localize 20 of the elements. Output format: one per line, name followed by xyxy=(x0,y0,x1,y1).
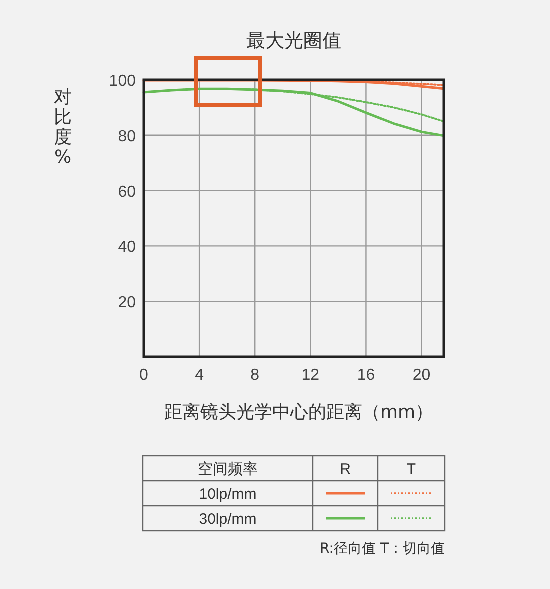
x-tick-label: 4 xyxy=(195,367,204,384)
y-tick-label: 80 xyxy=(118,128,136,146)
x-tick-label: 20 xyxy=(412,367,431,384)
y-tick-label: 40 xyxy=(118,239,136,256)
chart-title: 最大光圈值 xyxy=(246,30,342,52)
legend-title: 空间频率 xyxy=(198,460,258,478)
y-tick-label: 60 xyxy=(118,184,136,201)
y-tick-label: 100 xyxy=(109,73,136,90)
text: T xyxy=(406,461,416,478)
y-axis-title: 对比度% xyxy=(54,87,72,168)
text: R xyxy=(340,461,352,478)
x-tick-label: 12 xyxy=(302,367,320,384)
x-axis-title: 距离镜头光学中心的距离（mm） xyxy=(164,402,434,423)
x-tick-label: 0 xyxy=(140,367,149,384)
text: 10lp/mm xyxy=(199,486,257,503)
y-tick-label: 20 xyxy=(118,294,136,312)
x-tick-label: 16 xyxy=(357,367,376,384)
text: 30lp/mm xyxy=(199,511,257,528)
text: R:径向值 T：切向值 xyxy=(320,541,445,557)
x-tick-label: 8 xyxy=(250,367,260,384)
